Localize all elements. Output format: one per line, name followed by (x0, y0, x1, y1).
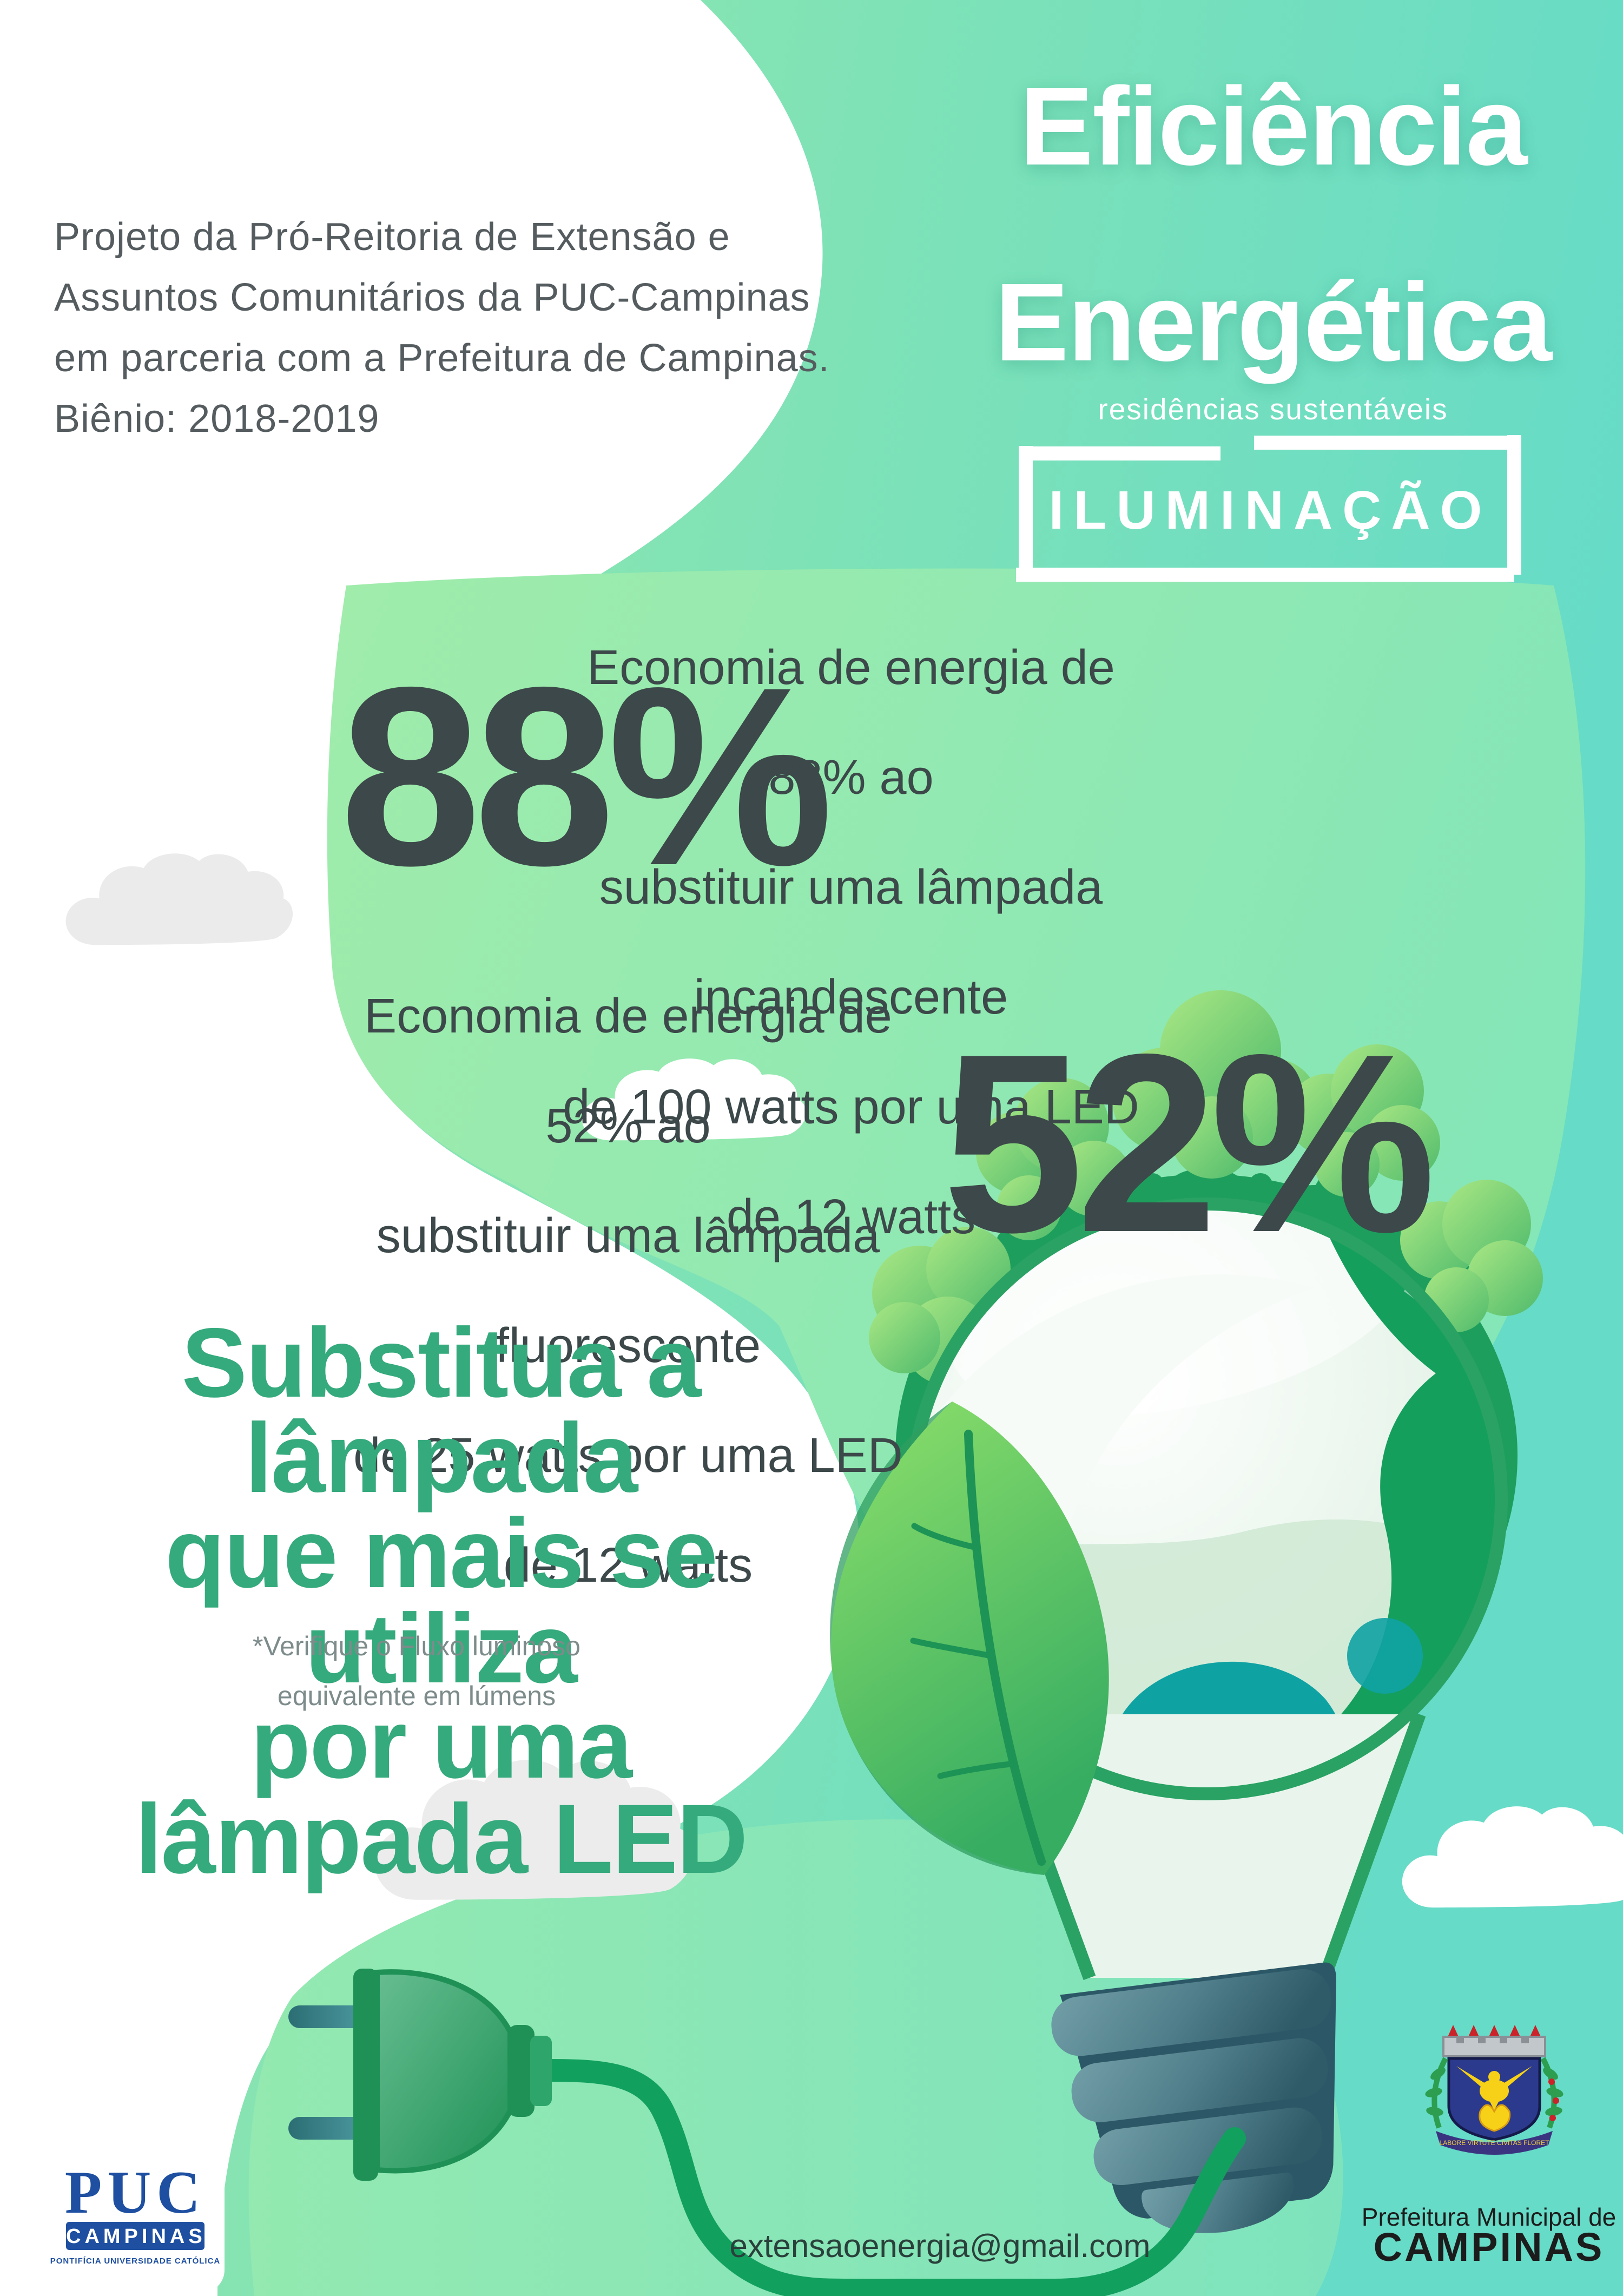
footnote-line: equivalente em lúmens (277, 1681, 556, 1711)
contact-email: extensaoenergia@gmail.com (729, 2228, 1151, 2264)
stat-line: Economia de energia de 88% ao (587, 641, 1115, 805)
project-line: Projeto da Pró-Reitoria de Extensão e (54, 215, 730, 259)
puc-logo-acronym: PUC (64, 2159, 206, 2226)
stat-line: de 25 watts por uma LED de 12 watts (353, 1429, 903, 1593)
cta-line: por uma lâmpada LED (135, 1688, 748, 1894)
cta-line: Substitua a lâmpada (181, 1307, 702, 1513)
stat-line: substituir uma lâmpada fluorescente (376, 1209, 880, 1373)
poster-subtitle: residências sustentáveis (1098, 392, 1448, 426)
stat-line: Economia de energia de 52% ao (364, 989, 892, 1153)
puc-logo-tagline: PONTIFÍCIA UNIVERSIDADE CATÓLICA (50, 2256, 221, 2266)
white-swoosh (0, 0, 859, 2296)
puc-logo-city: CAMPINAS (66, 2225, 206, 2248)
puc-logo-card (46, 2063, 225, 2293)
campinas-logo-line1: Prefeitura Municipal de (1361, 2203, 1617, 2231)
badge-frame (1016, 435, 1521, 582)
leaf-icon (830, 1402, 1109, 1875)
bulb-base (1051, 1962, 1336, 2233)
plug-illustration (288, 1969, 1246, 2296)
poster-title-line1: Eficiência (1019, 64, 1527, 188)
campinas-motto: LABORE VIRTUTE CIVITAS FLORET (1440, 2139, 1550, 2147)
stat-line: substituir uma lâmpada incandescente (599, 860, 1103, 1024)
cta-line: que mais se utiliza (165, 1498, 718, 1703)
project-line: Biênio: 2018-2019 (54, 397, 380, 440)
stat-text-52: Economia de energia de 52% ao substituir… (328, 962, 928, 1621)
project-line: Assuntos Comunitários da PUC-Campinas (54, 276, 810, 319)
cta-footnote: *Verifique o Fluxo luminoso equivalente … (116, 1621, 717, 1721)
footnote-line: *Verifique o Fluxo luminoso (253, 1631, 580, 1661)
earth-bulb-illustration (830, 990, 1543, 2233)
section-badge: ILUMINAÇÃO (1048, 480, 1492, 541)
puc-logo-bar (66, 2222, 204, 2250)
campinas-crest: LABORE VIRTUTE CIVITAS FLORET (1425, 2025, 1563, 2155)
cta-heading: Substitua a lâmpada que mais se utiliza … (62, 1307, 820, 1894)
power-cord (536, 2059, 1246, 2296)
stat-text-88: Economia de energia de 88% ao substituir… (551, 613, 1151, 1272)
project-line: em parceria com a Prefeitura de Campinas… (54, 337, 830, 380)
project-description: Projeto da Pró-Reitoria de Extensão e As… (54, 207, 866, 449)
poster-title-line2: Energética (994, 260, 1552, 384)
stat-line: de 100 watts por uma LED de 12 watts (563, 1080, 1139, 1244)
campinas-logo-line2: CAMPINAS (1373, 2225, 1605, 2269)
stat-value-52: 52% (942, 1001, 1436, 1285)
